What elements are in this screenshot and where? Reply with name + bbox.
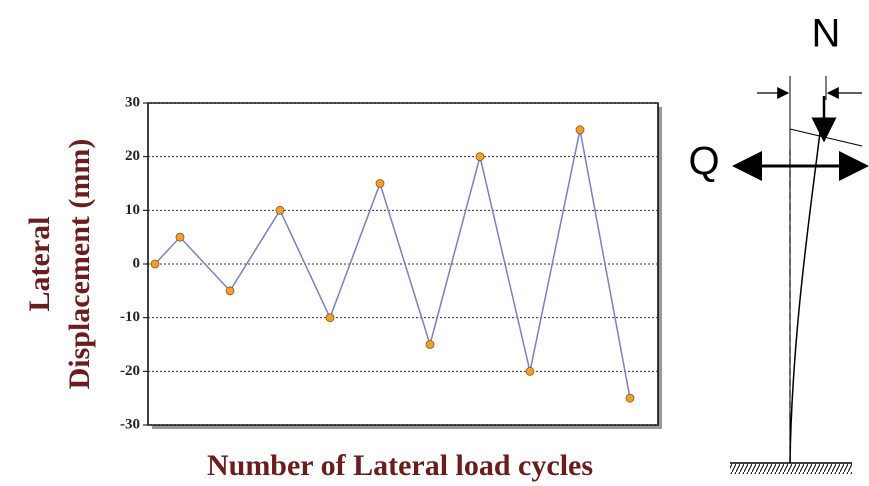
column-diagram: N Q (688, 12, 869, 474)
y-tick-label: -10 (120, 309, 140, 325)
data-point (150, 259, 160, 269)
axial-label: N (812, 12, 841, 56)
y-tick-label: 30 (125, 94, 140, 110)
data-point (375, 179, 385, 188)
ground (730, 464, 852, 474)
y-tick-label: 0 (133, 255, 141, 271)
y-tick-label: 10 (125, 202, 140, 218)
deflected-column (789, 131, 821, 464)
data-point (575, 125, 585, 135)
y-axis-label: Lateral (23, 217, 56, 312)
x-axis-label: Number of Lateral load cycles (207, 449, 593, 482)
data-point (625, 393, 635, 403)
lateral-label: Q (688, 140, 719, 184)
y-tick-label: 20 (125, 148, 140, 164)
y-tick-label: -20 (120, 363, 140, 379)
data-point (175, 232, 185, 242)
y-tick-label: -30 (120, 416, 140, 432)
tangent-line (789, 128, 863, 147)
data-point (325, 313, 335, 323)
data-point (425, 340, 435, 349)
data-point (275, 205, 285, 215)
data-point (475, 152, 485, 162)
data-point (225, 286, 235, 296)
y-axis-label: Displacement (mm) (63, 139, 96, 390)
data-point (525, 366, 535, 376)
